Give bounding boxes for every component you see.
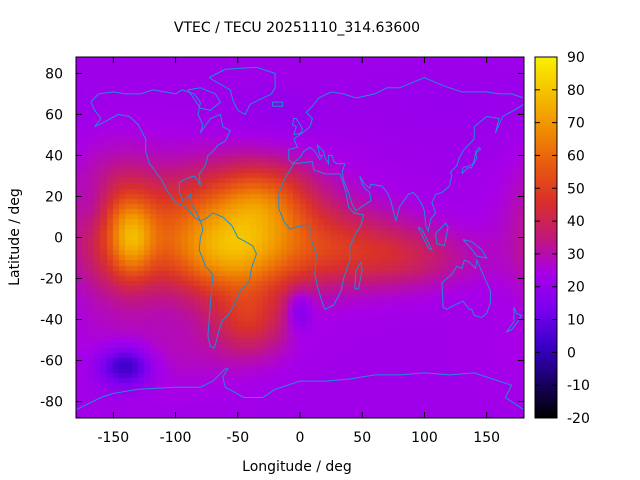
colorbar-tick-label: 30	[567, 247, 585, 263]
y-tick-label: 60	[45, 107, 63, 123]
y-axis-ticks: -80 -60 -40 -20 0 20 40 60 80	[40, 66, 524, 411]
coastline-new-guinea	[462, 239, 488, 259]
y-tick-label: -20	[40, 272, 63, 288]
coastline-africa	[278, 161, 365, 310]
y-tick-label: 20	[45, 189, 63, 205]
coastline-south-america	[198, 212, 257, 350]
chart-title: VTEC / TECU 20251110_314.63600	[174, 20, 420, 36]
x-axis-ticks: -150 -100 -50 0 50 100 150	[97, 57, 500, 446]
coastline-new-zealand	[505, 307, 523, 334]
colorbar-ticks: -20 -10 0 10 20 30 40 50 60 70 80 90	[535, 50, 590, 427]
coastline-eurasia	[288, 76, 525, 234]
y-tick-label: -40	[40, 313, 63, 329]
colorbar-tick-label: -20	[567, 411, 590, 427]
x-tick-label: 0	[296, 430, 305, 446]
x-tick-label: 50	[353, 430, 371, 446]
colorbar-gradient	[535, 57, 557, 418]
colorbar-tick-label: 90	[567, 50, 585, 66]
coastline-north-america	[90, 89, 231, 223]
coastline-great-britain	[291, 118, 304, 136]
coastline-australia	[441, 258, 491, 319]
y-axis-label: Latitude / deg	[7, 188, 23, 286]
colorbar-tick-label: 10	[567, 313, 585, 329]
plot-frame	[75, 56, 525, 419]
y-tick-label: 80	[45, 66, 63, 82]
y-tick-label: 0	[54, 231, 63, 247]
coastline-madagascar	[354, 260, 363, 290]
colorbar-tick-label: 0	[567, 345, 576, 361]
colorbar-tick-label: 40	[567, 214, 585, 230]
x-tick-label: -100	[160, 430, 192, 446]
colorbar-tick-label: 70	[567, 116, 585, 132]
colorbar-tick-label: 80	[567, 83, 585, 99]
y-tick-label: 40	[45, 148, 63, 164]
colorbar-tick-label: 50	[567, 181, 585, 197]
coastline-japan	[461, 146, 482, 175]
coastline-sumatra	[417, 226, 434, 251]
colorbar-tick-label: 60	[567, 148, 585, 164]
coastline-greenland	[208, 66, 276, 116]
y-tick-label: -60	[40, 354, 63, 370]
colorbar-tick-label: 20	[567, 280, 585, 296]
coastline-baffin-island	[187, 87, 222, 111]
x-axis-label: Longitude / deg	[242, 459, 352, 475]
y-tick-label: -80	[40, 395, 63, 411]
x-tick-label: 150	[473, 430, 500, 446]
vtec-heatmap	[76, 57, 524, 418]
coastline-antarctica	[75, 368, 525, 411]
colorbar-frame	[534, 56, 558, 419]
coastline-iceland	[272, 101, 284, 107]
x-tick-label: -150	[97, 430, 129, 446]
coastlines	[75, 66, 525, 411]
x-tick-label: -50	[226, 430, 249, 446]
colorbar-tick-label: -10	[567, 378, 590, 394]
coastline-borneo	[435, 222, 449, 247]
x-tick-label: 100	[411, 430, 438, 446]
